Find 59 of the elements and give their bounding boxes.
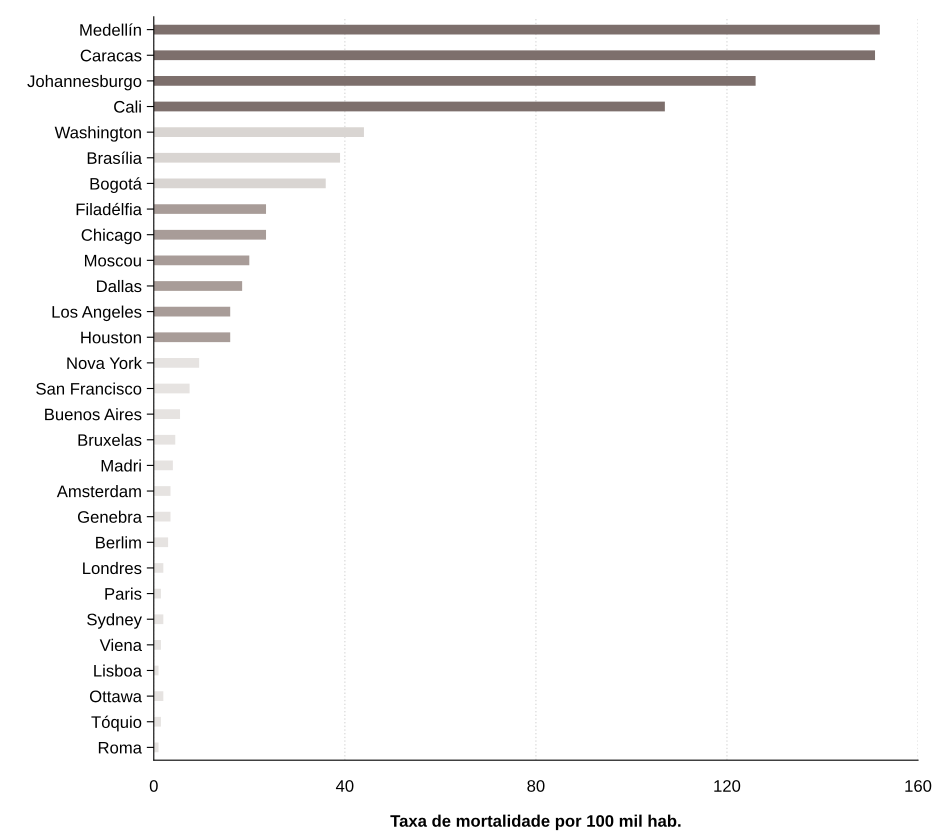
y-tick-label: Bogotá — [90, 177, 142, 194]
bar — [154, 384, 190, 394]
bar — [154, 50, 876, 60]
y-tick-label: Sydney — [87, 613, 142, 629]
y-tick-label: Viena — [100, 638, 142, 652]
x-axis-title: Taxa de mortalidade por 100 mil hab. — [390, 814, 680, 830]
bar — [154, 358, 200, 368]
y-tick-label: Brasília — [88, 152, 142, 164]
y-tick-label: Amsterdam — [56, 485, 141, 498]
bar — [154, 434, 176, 445]
bar — [154, 460, 173, 470]
bar — [154, 76, 756, 86]
y-tick-label: Chicago — [82, 228, 142, 244]
y-tick-label: Johannesburgo — [27, 74, 142, 90]
y-tick-label: Lisboa — [94, 664, 142, 677]
bar — [154, 332, 230, 342]
y-tick-label: Bruxelas — [78, 434, 142, 446]
bar — [154, 178, 326, 188]
y-tick-label: Roma — [98, 742, 142, 754]
bar — [154, 486, 170, 496]
x-tick-label: 160 — [905, 780, 932, 792]
y-tick-label: San Francisco — [36, 382, 142, 395]
bar — [154, 230, 266, 240]
bar — [154, 152, 340, 163]
x-tick-label: 40 — [336, 780, 354, 792]
bar — [154, 255, 250, 266]
x-tick-label: 80 — [527, 780, 545, 792]
y-tick-label: Ottawa — [90, 690, 142, 702]
bar — [154, 24, 880, 34]
y-tick-label: Tóquio — [91, 716, 142, 732]
y-tick-label: Berlim — [96, 536, 141, 549]
y-tick-label: Nova York — [67, 356, 142, 370]
bar — [154, 537, 168, 548]
y-tick-label: Madri — [102, 459, 141, 472]
y-tick-label: Cali — [114, 100, 141, 113]
y-tick-label: Caracas — [80, 50, 142, 62]
bar — [154, 512, 170, 522]
bar — [154, 409, 180, 420]
bar — [154, 102, 665, 112]
bar — [154, 563, 164, 573]
bar — [154, 691, 164, 701]
y-tick-label: Dallas — [97, 280, 142, 292]
bar — [154, 204, 266, 214]
y-tick-label: Moscou — [84, 254, 141, 267]
y-tick-label: Washington — [54, 126, 141, 142]
y-tick-label: Londres — [83, 562, 142, 574]
bar — [154, 281, 242, 291]
bar — [154, 306, 230, 316]
bar — [154, 588, 161, 598]
y-tick-label: Buenos Aires — [45, 408, 142, 420]
x-tick-label: 0 — [150, 780, 158, 792]
y-tick-label: Filadélfia — [76, 202, 142, 216]
y-tick-label: Houston — [81, 332, 141, 344]
y-tick-label: Medellín — [80, 23, 141, 36]
bar — [154, 614, 164, 624]
y-tick-label: Paris — [105, 588, 142, 600]
y-tick-label: Genebra — [78, 510, 142, 523]
y-tick-label: Los Angeles — [52, 306, 142, 322]
x-tick-label: 120 — [714, 780, 740, 792]
